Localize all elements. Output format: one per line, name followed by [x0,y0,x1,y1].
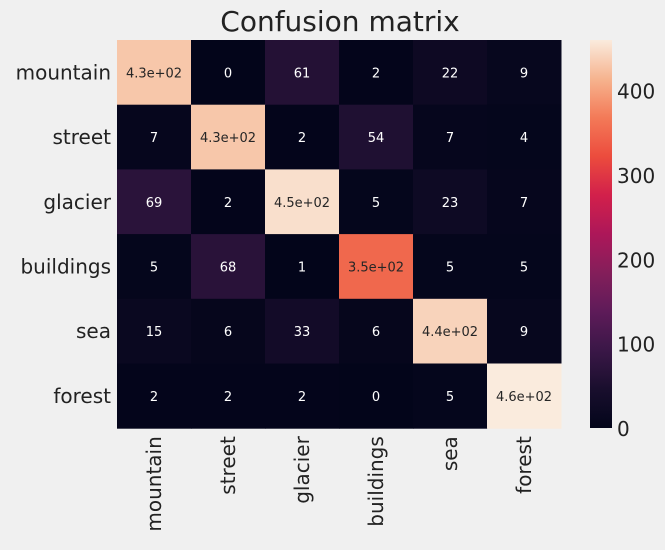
row-label: street [53,125,112,149]
heatmap-cell [117,104,192,170]
cell-value-label: 2 [298,131,306,146]
column-labels: mountain street glacier buildings sea forest [142,435,536,531]
cell-value-label: 6 [372,325,380,340]
column-label: mountain [142,436,166,531]
heatmap-cell [191,169,266,235]
heatmap-cell [487,169,562,235]
row-label: sea [76,319,111,343]
heatmap-cell [413,298,488,364]
heatmap-cell [117,169,192,235]
heatmap-cell [117,363,192,429]
heatmap-cell [265,298,340,364]
cell-value-label: 33 [294,325,311,340]
cell-value-label: 0 [224,66,232,81]
row-label: mountain [16,60,111,84]
heatmap-cell [339,40,414,106]
cell-value-label: 4.6e+02 [496,390,552,405]
cell-value-label: 5 [446,390,454,405]
cell-value-label: 5 [446,260,454,275]
heatmap-cell [413,363,488,429]
cell-value-label: 69 [146,196,163,211]
heatmap-cell [265,363,340,429]
heatmap-cell [413,40,488,106]
heatmap-cell [117,40,192,106]
cell-value-label: 2 [224,390,232,405]
cell-value-label: 3.5e+02 [348,260,404,275]
cell-value-label: 4 [520,131,528,146]
heatmap-cell [487,104,562,170]
heatmap-cell [265,234,340,300]
heatmap-cell [487,363,562,429]
cell-value-label: 6 [224,325,232,340]
heatmap-cell [191,104,266,170]
heatmap-cell [191,363,266,429]
cell-value-label: 5 [150,260,158,275]
column-label: street [216,436,240,495]
cell-value-label: 4.3e+02 [126,66,182,81]
cell-value-label: 2 [150,390,158,405]
cell-value-label: 4.4e+02 [422,325,478,340]
heatmap-cell [339,363,414,429]
colorbar-tick-label: 100 [617,333,655,357]
column-label: glacier [290,435,314,503]
cell-value-label: 4.5e+02 [274,196,330,211]
cell-value-label: 68 [220,260,237,275]
colorbar: 0 100 200 300 400 [590,40,655,441]
cell-value-label: 9 [520,325,528,340]
heatmap-cell [413,169,488,235]
heatmap-cell [339,104,414,170]
heatmap-cell [339,298,414,364]
cell-value-label: 15 [146,325,163,340]
heatmap-cell [265,104,340,170]
heatmap-cell [487,234,562,300]
heatmap-cell [191,40,266,106]
heatmap-cell [487,40,562,106]
heatmap-cell [413,234,488,300]
cell-value-label: 22 [442,66,459,81]
cell-value-label: 5 [372,196,380,211]
cell-value-label: 2 [372,66,380,81]
row-label: buildings [20,254,111,278]
cell-value-label: 1 [298,260,306,275]
cell-value-label: 54 [368,131,385,146]
heatmap-cell-labels: 4.3e+02 0 61 2 22 97 4.3e+02 2 54 7 469 2 4.5e+02 5 23… [126,66,552,405]
cell-value-label: 2 [224,196,232,211]
cell-value-label: 2 [298,390,306,405]
heatmap-cell [117,234,192,300]
colorbar-tick-label: 400 [617,80,655,104]
column-label: buildings [364,436,388,527]
heatmap-cell [191,234,266,300]
colorbar-tick-label: 0 [617,417,630,441]
cell-value-label: 0 [372,390,380,405]
heatmap-cell [265,169,340,235]
heatmap-cells [117,40,562,429]
column-label: forest [512,436,536,494]
heatmap-cell [191,298,266,364]
chart-title: Confusion matrix [220,5,459,38]
colorbar-tick-label: 300 [617,164,655,188]
cell-value-label: 5 [520,260,528,275]
row-label: glacier [43,190,111,214]
heatmap-cell [339,234,414,300]
cell-value-label: 7 [520,196,528,211]
colorbar-gradient [590,40,612,428]
cell-value-label: 7 [446,131,454,146]
row-label: forest [53,384,111,408]
cell-value-label: 61 [294,66,311,81]
heatmap-cell [339,169,414,235]
cell-value-label: 7 [150,131,158,146]
column-label: sea [438,436,462,471]
cell-value-label: 9 [520,66,528,81]
heatmap-cell [265,40,340,106]
colorbar-tick-label: 200 [617,248,655,272]
cell-value-label: 4.3e+02 [200,131,256,146]
heatmap-cell [117,298,192,364]
heatmap-cell [413,104,488,170]
cell-value-label: 23 [442,196,459,211]
row-labels: mountain street glacier buildings sea forest [16,60,112,408]
heatmap-cell [487,298,562,364]
